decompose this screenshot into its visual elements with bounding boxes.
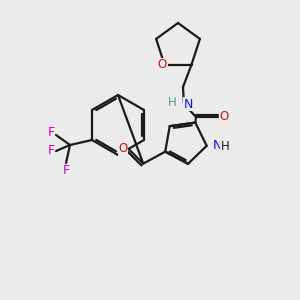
Text: F: F bbox=[47, 127, 55, 140]
Text: F: F bbox=[47, 145, 55, 158]
Text: H: H bbox=[221, 140, 230, 153]
Text: N: N bbox=[213, 139, 222, 152]
Text: O: O bbox=[219, 110, 229, 124]
Text: F: F bbox=[62, 164, 70, 178]
Text: H: H bbox=[168, 97, 177, 110]
Text: O: O bbox=[158, 58, 167, 71]
Text: N: N bbox=[184, 98, 194, 110]
Text: O: O bbox=[118, 142, 128, 155]
